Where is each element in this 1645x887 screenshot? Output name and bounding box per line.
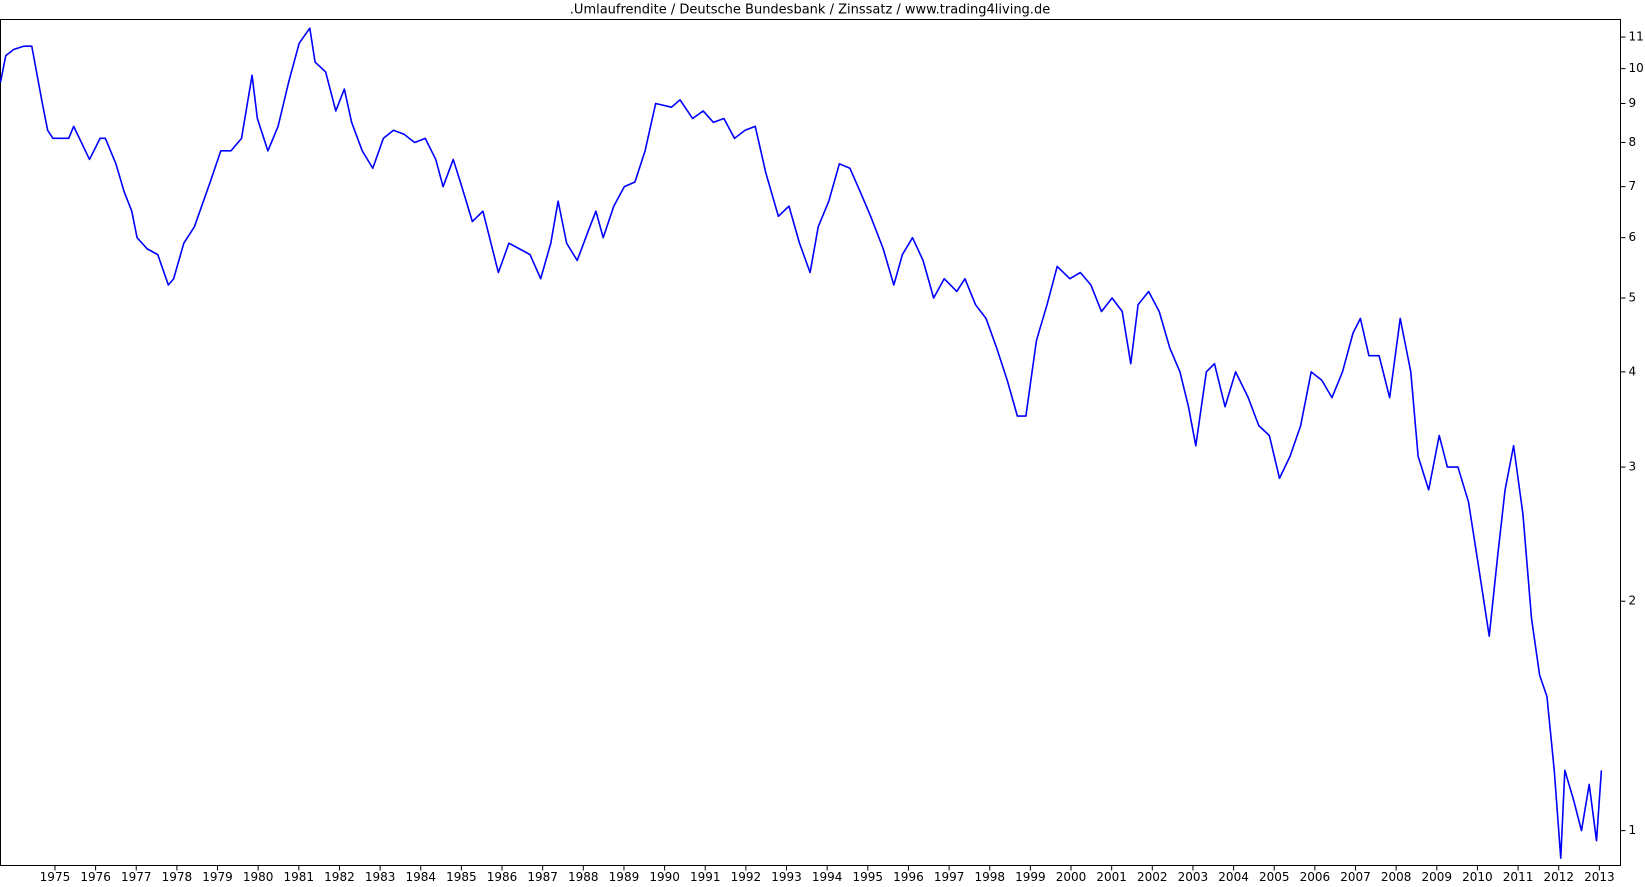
x-tick-label: 1980 (243, 870, 274, 884)
x-tick-label: 1982 (324, 870, 355, 884)
x-tick-label: 1987 (527, 870, 558, 884)
chart-title: .Umlaufrendite / Deutsche Bundesbank / Z… (570, 3, 1050, 18)
x-tick-label: 1978 (162, 870, 193, 884)
x-tick-label: 2006 (1300, 870, 1331, 884)
x-tick-label: 2000 (1056, 870, 1087, 884)
x-tick-label: 2012 (1543, 870, 1574, 884)
x-tick-label: 1995 (853, 870, 884, 884)
x-tick-label: 1990 (649, 870, 680, 884)
x-tick-label: 2013 (1584, 870, 1615, 884)
x-tick-label: 2001 (1096, 870, 1127, 884)
x-tick-label: 2008 (1381, 870, 1412, 884)
plot-frame (0, 19, 1621, 866)
x-tick-label: 1975 (40, 870, 71, 884)
data-line (0, 27, 1603, 860)
x-tick-label: 2007 (1340, 870, 1371, 884)
y-tick-label: 2 (1629, 594, 1637, 608)
y-tick-label: 3 (1629, 460, 1637, 474)
x-tick-label: 1984 (405, 870, 436, 884)
x-tick-label: 1981 (284, 870, 315, 884)
x-tick-label: 2009 (1422, 870, 1453, 884)
y-tick-label: 4 (1629, 364, 1637, 378)
x-tick-label: 2004 (1218, 870, 1249, 884)
x-tick-label: 1994 (812, 870, 843, 884)
x-tick-label: 1977 (121, 870, 152, 884)
x-tick-label: 1983 (365, 870, 396, 884)
x-tick-label: 2003 (1178, 870, 1209, 884)
x-tick-label: 2010 (1462, 870, 1493, 884)
x-tick-label: 1991 (690, 870, 721, 884)
x-tick-label: 1996 (893, 870, 924, 884)
x-tick-label: 1985 (446, 870, 477, 884)
y-tick-label: 7 (1629, 179, 1637, 193)
y-tick-label: 1 (1629, 823, 1637, 837)
x-tick-label: 1992 (731, 870, 762, 884)
y-tick-label: 10 (1629, 61, 1644, 75)
y-tick-label: 6 (1629, 230, 1637, 244)
x-tick-label: 1993 (771, 870, 802, 884)
x-tick-label: 1979 (202, 870, 233, 884)
y-tick-label: 5 (1629, 291, 1637, 305)
x-tick-label: 1999 (1015, 870, 1046, 884)
x-tick-label: 1986 (487, 870, 518, 884)
x-tick-label: 1988 (568, 870, 599, 884)
y-tick-label: 11 (1629, 30, 1644, 44)
x-tick-label: 2005 (1259, 870, 1290, 884)
x-tick-label: 1997 (934, 870, 965, 884)
x-tick-label: 2002 (1137, 870, 1168, 884)
x-tick-label: 2011 (1503, 870, 1534, 884)
y-tick-label: 8 (1629, 135, 1637, 149)
y-tick-label: 9 (1629, 96, 1637, 110)
x-tick-label: 1998 (974, 870, 1005, 884)
x-tick-label: 1989 (609, 870, 640, 884)
x-tick-label: 1976 (80, 870, 111, 884)
